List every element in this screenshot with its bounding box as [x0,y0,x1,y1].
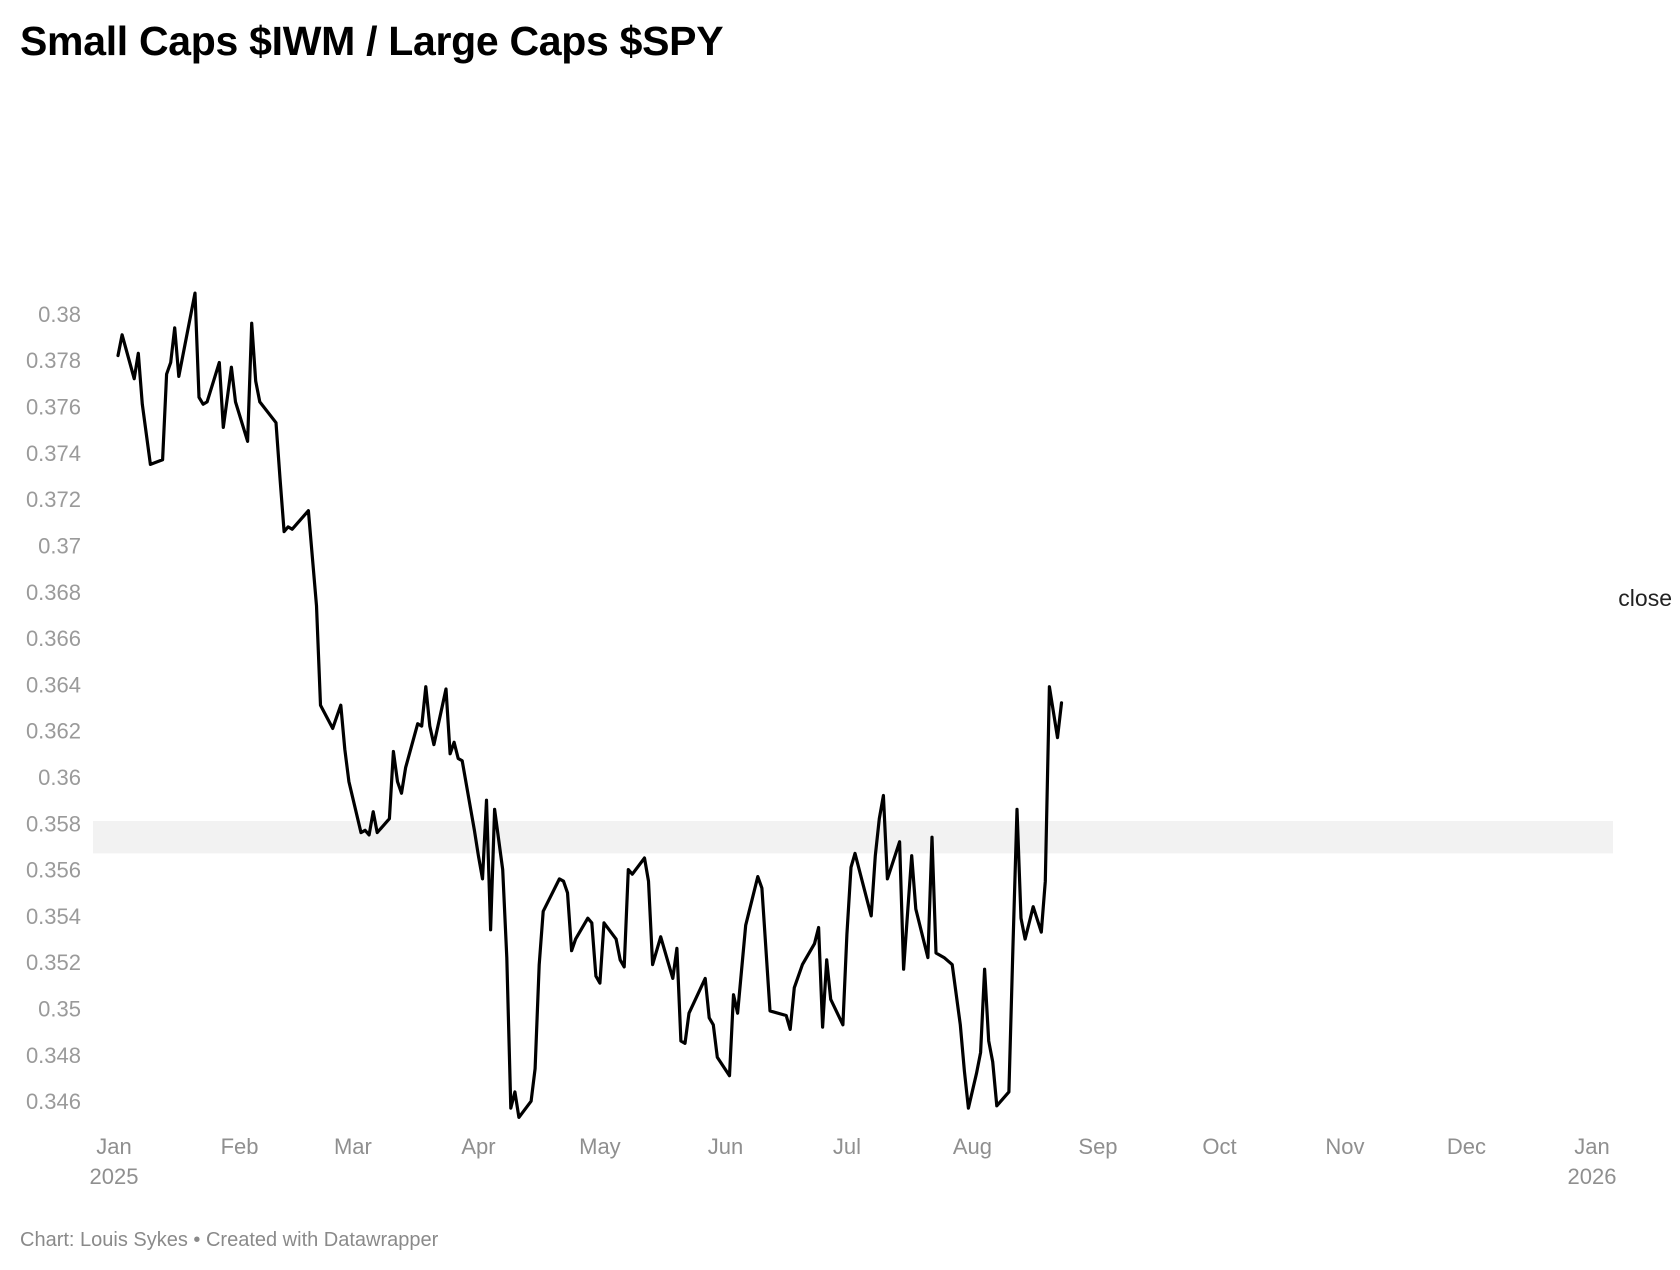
series-line-close [116,291,1064,1119]
chart-footer: Chart: Louis Sykes • Created with Datawr… [20,1229,439,1251]
y-tick-label: 0.36 [38,765,81,790]
y-tick-label: 0.362 [26,719,81,744]
x-tick-label: Feb [221,1134,259,1159]
x-tick-label: Sep [1078,1134,1117,1159]
x-tick-label: Nov [1325,1134,1364,1159]
y-tick-label: 0.346 [26,1089,81,1114]
y-axis: 0.38 0.378 0.376 0.374 0.372 0.37 0.368 0.366 0.… [26,302,81,1114]
x-tick-label: May [579,1134,621,1159]
x-tick-label: Oct [1202,1134,1236,1159]
y-tick-label: 0.366 [26,626,81,651]
y-tick-label: 0.356 [26,858,81,883]
x-tick-label: Mar [334,1134,372,1159]
y-tick-label: 0.374 [26,441,81,466]
x-axis: Jan 2025 Feb Mar Apr May Jun Jul Aug Sep Oct Nov Dec… [90,1134,1617,1189]
x-tick-label: Aug [953,1134,992,1159]
chart-title: Small Caps $IWM / Large Caps $SPY [20,18,724,64]
x-tick-label: Jun [708,1134,743,1159]
x-tick-year-label: 2025 [90,1164,139,1189]
series-label-layer: close [1618,585,1672,611]
y-tick-label: 0.354 [26,904,81,929]
y-tick-label: 0.38 [38,302,81,327]
highlight-band-layer [93,820,1613,854]
y-tick-label: 0.352 [26,950,81,975]
x-tick-label: Jul [833,1134,861,1159]
y-tick-label: 0.348 [26,1043,81,1068]
highlight-band [93,820,1613,854]
y-tick-label: 0.364 [26,672,81,697]
y-tick-label: 0.372 [26,487,81,512]
y-tick-label: 0.378 [26,348,81,373]
series-layer [116,291,1064,1119]
x-tick-label: Jan [1574,1134,1609,1159]
series-label-close: close [1618,585,1672,611]
y-tick-label: 0.37 [38,533,81,558]
y-tick-label: 0.376 [26,395,81,420]
y-tick-label: 0.368 [26,580,81,605]
y-tick-label: 0.358 [26,811,81,836]
x-tick-year-label: 2026 [1568,1164,1617,1189]
x-tick-label: Apr [461,1134,495,1159]
x-tick-label: Jan [96,1134,131,1159]
y-tick-label: 0.35 [38,997,81,1022]
x-tick-label: Dec [1447,1134,1486,1159]
